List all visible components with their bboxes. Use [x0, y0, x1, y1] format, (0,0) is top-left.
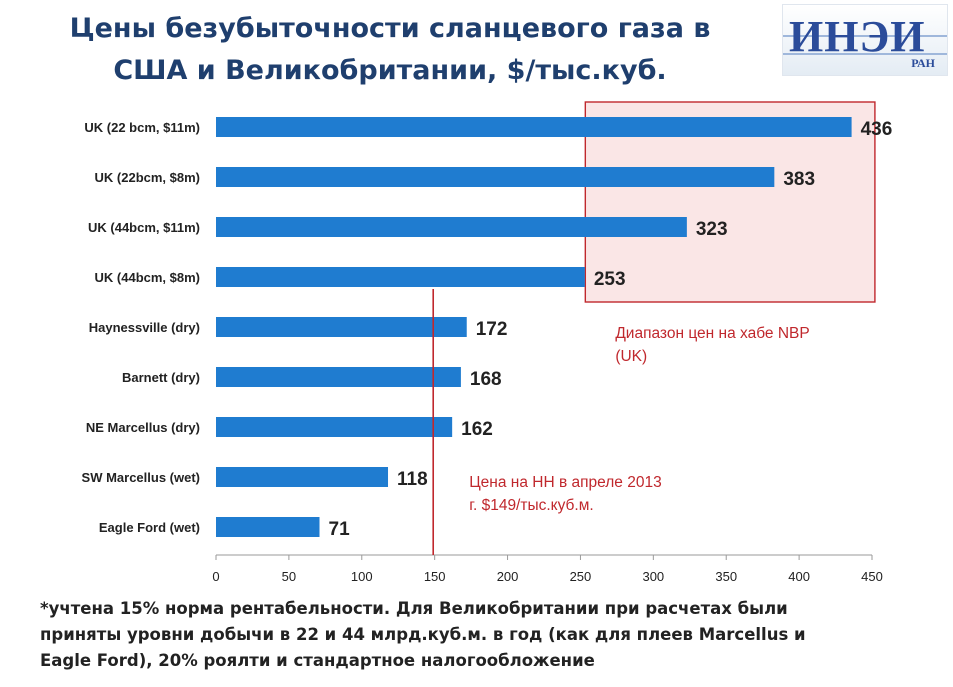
data-label: 383 [783, 169, 815, 190]
footnote-line-3: Eagle Ford), 20% роялти и стандартное на… [40, 651, 595, 670]
x-tick-label: 300 [642, 569, 664, 584]
bar [216, 167, 775, 187]
category-label: UK (22 bcm, $11m) [84, 120, 200, 135]
title-line-2: США и Великобритании, $/тыс.куб. [113, 55, 667, 86]
data-label: 323 [696, 219, 728, 240]
x-tick-label: 450 [861, 569, 883, 584]
x-tick-label: 400 [788, 569, 810, 584]
bar [216, 467, 389, 487]
bar [216, 517, 320, 537]
logo-stripe [783, 53, 947, 55]
bar [216, 367, 461, 387]
data-label: 172 [476, 319, 508, 340]
bar [216, 417, 453, 437]
category-label: UK (44bcm, $11m) [88, 220, 200, 235]
institute-logo: ИНЭИ РАН [782, 4, 948, 76]
bar-chart: Диапазон цен на хабе NBP (UK) UK (22 bcm… [82, 101, 893, 584]
data-label: 118 [397, 469, 428, 490]
data-label: 168 [470, 369, 502, 390]
category-label: Haynessville (dry) [89, 320, 200, 335]
range-box-label-line-2: (UK) [615, 348, 647, 365]
data-label: 71 [329, 519, 351, 540]
logo-stripe [783, 35, 947, 37]
data-label: 162 [461, 419, 493, 440]
category-label: Eagle Ford (wet) [99, 520, 200, 535]
data-label: 436 [861, 119, 893, 140]
x-tick-label: 150 [424, 569, 446, 584]
data-label: 253 [594, 269, 626, 290]
range-box-label-line-1: Диапазон цен на хабе NBP [615, 325, 809, 342]
reference-label-line-2: г. $149/тыс.куб.м. [469, 497, 593, 514]
category-label: UK (44bcm, $8m) [95, 270, 200, 285]
x-tick-label: 100 [351, 569, 373, 584]
category-label: NE Marcellus (dry) [86, 420, 200, 435]
bar [216, 117, 852, 137]
bar [216, 217, 687, 237]
bar [216, 267, 585, 287]
category-label: SW Marcellus (wet) [82, 470, 200, 485]
footnote-line-1: *учтена 15% норма рентабельности. Для Ве… [40, 599, 788, 618]
x-tick-label: 250 [570, 569, 592, 584]
bar [216, 317, 467, 337]
logo-subtext: РАН [911, 56, 935, 70]
footnote-line-2: приняты уровни добычи в 22 и 44 млрд.куб… [40, 625, 806, 644]
x-tick-label: 200 [497, 569, 519, 584]
title-line-1: Цены безубыточности сланцевого газа в [69, 13, 711, 44]
x-tick-label: 50 [282, 569, 296, 584]
reference-label-line-1: Цена на НН в апреле 2013 [469, 474, 661, 491]
bars-group: UK (22 bcm, $11m) 436 UK (22bcm, $8m) 383 UK… [82, 117, 893, 540]
chart-title: Цены безубыточности сланцевого газа в СШ… [40, 8, 740, 92]
logo-text: ИНЭИ [789, 12, 926, 61]
footnote: *учтена 15% норма рентабельности. Для Ве… [40, 596, 920, 674]
category-label: UK (22bcm, $8m) [95, 170, 200, 185]
x-axis-ticks: 0 50 100 150 200 250 300 350 400 450 [212, 555, 883, 584]
category-label: Barnett (dry) [122, 370, 200, 385]
x-tick-label: 350 [715, 569, 737, 584]
x-tick-label: 0 [212, 569, 219, 584]
